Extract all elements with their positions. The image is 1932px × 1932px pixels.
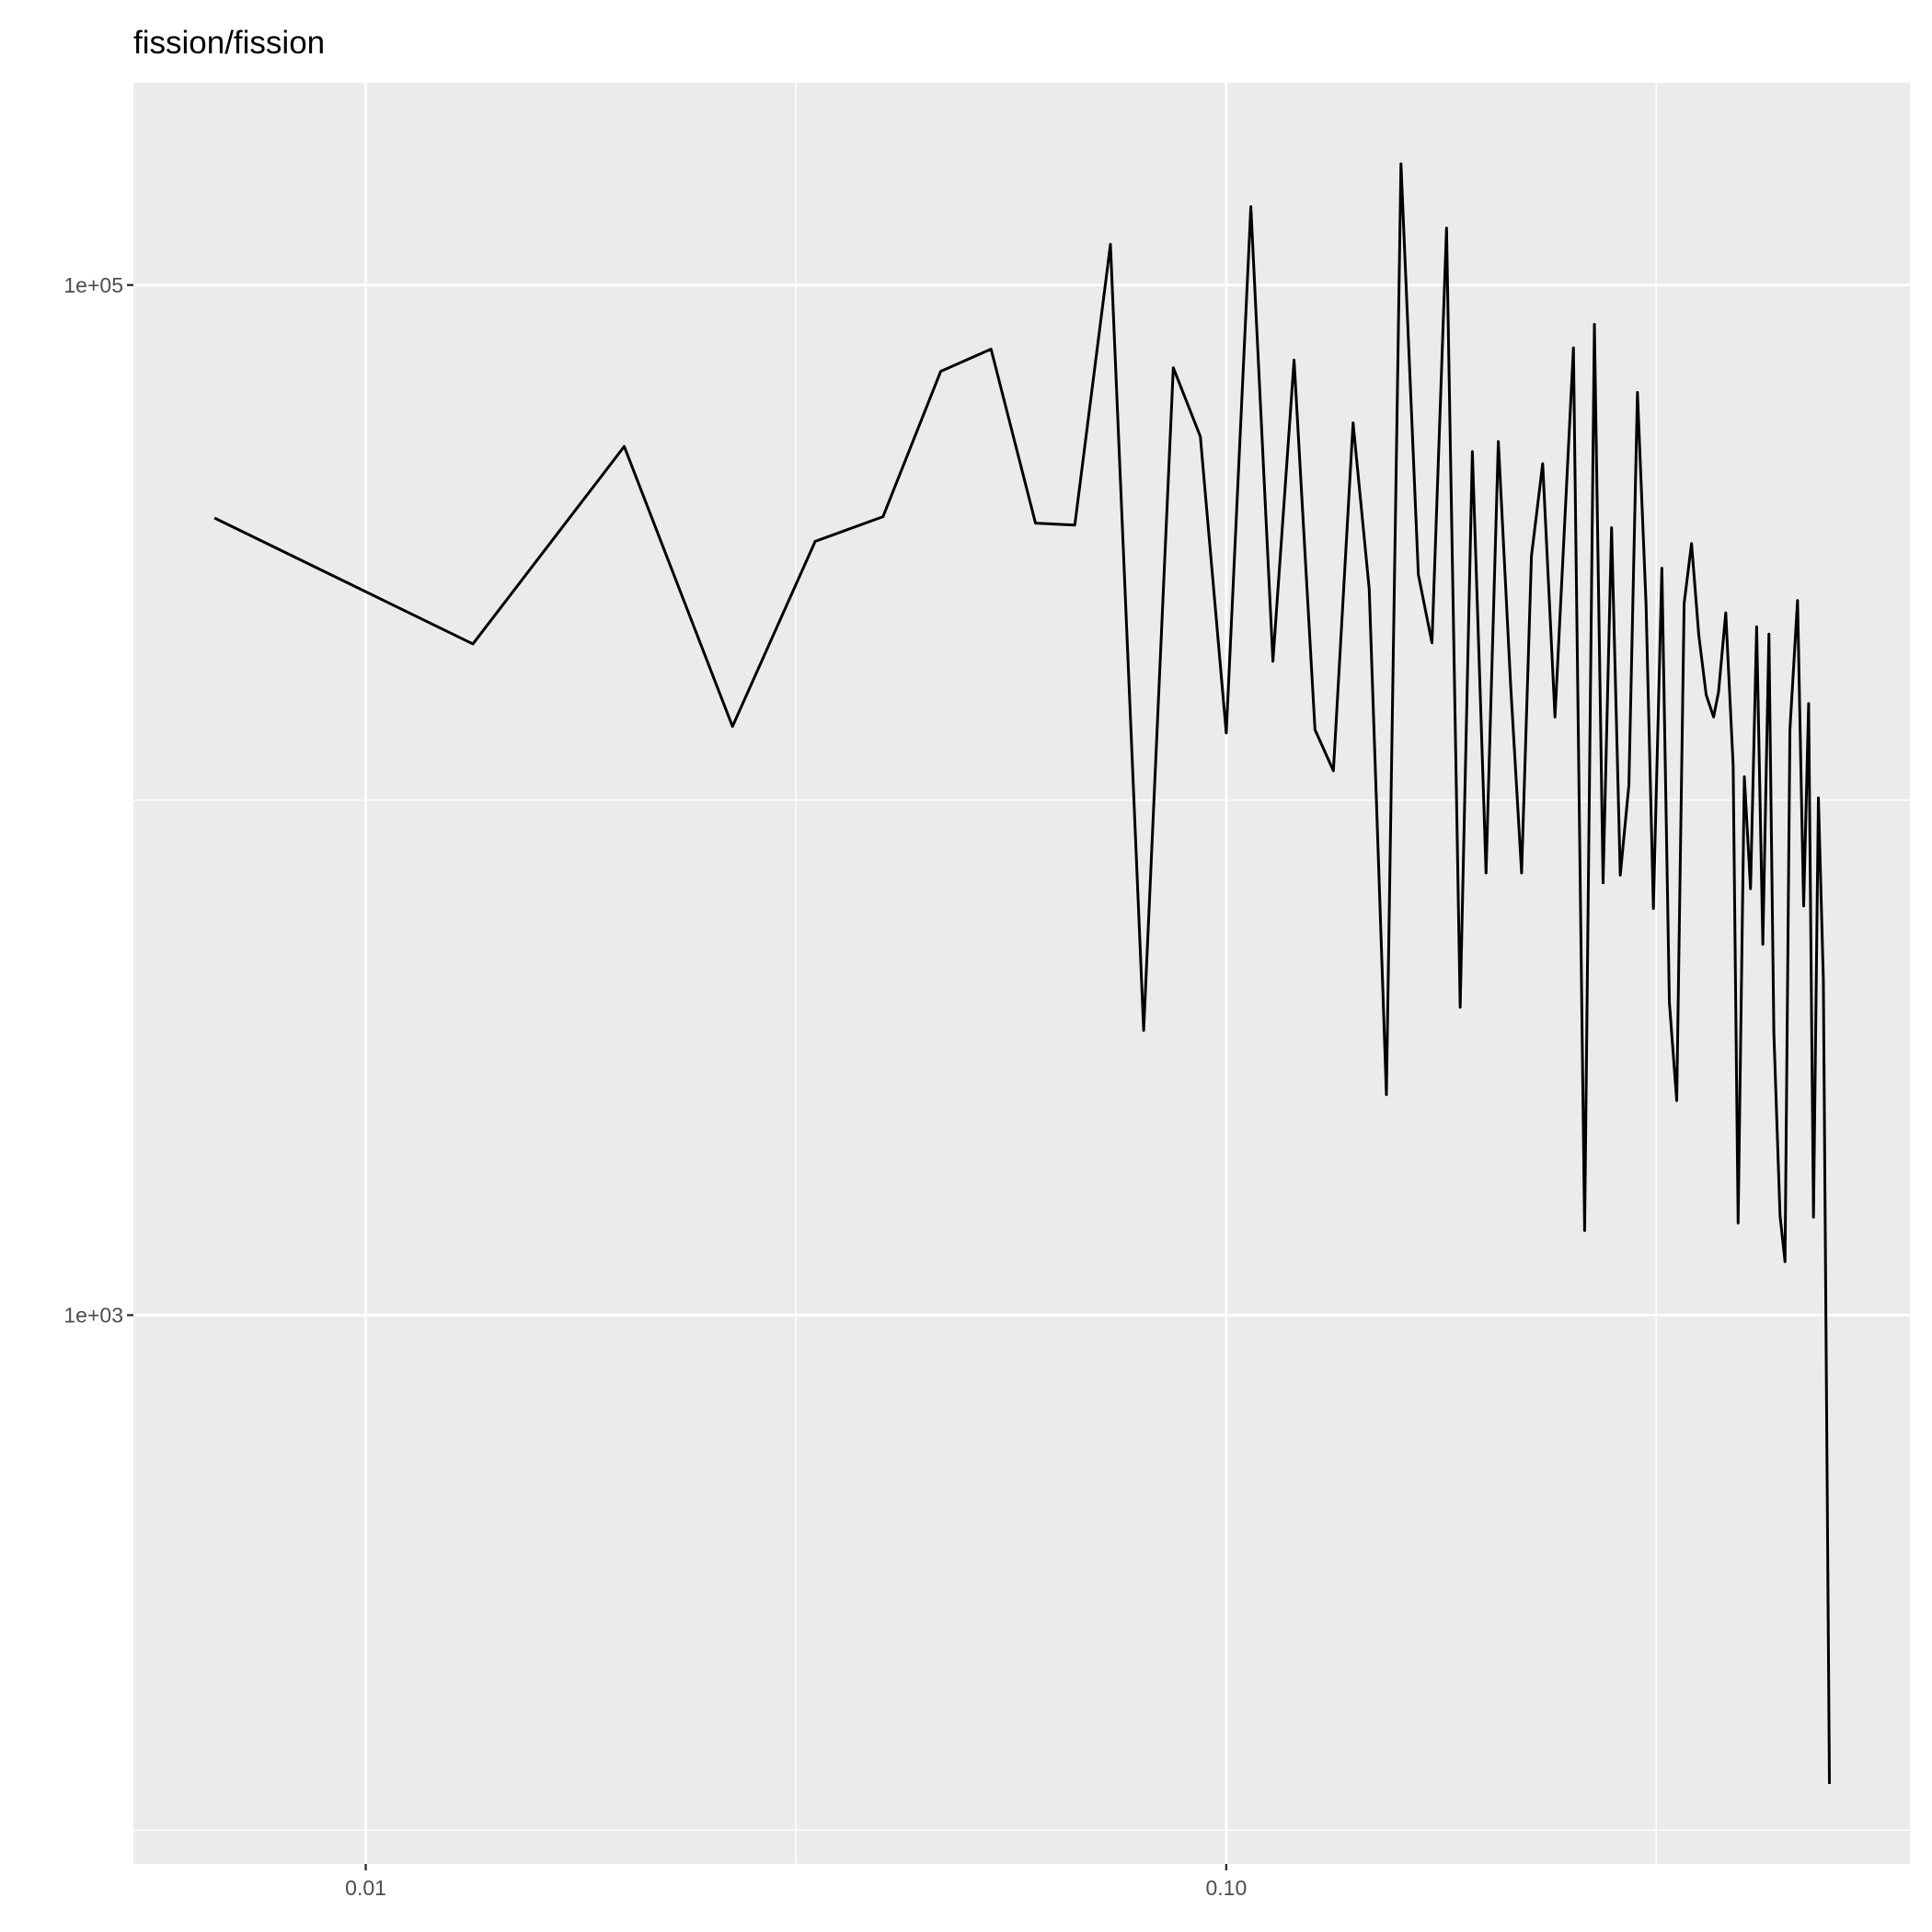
x-tick-label: 0.01 bbox=[345, 1876, 386, 1900]
chart-title: fission/fission bbox=[133, 25, 325, 61]
data-line bbox=[213, 162, 1832, 1785]
x-tick-label: 0.10 bbox=[1206, 1876, 1248, 1900]
y-tick-label: 1e+05 bbox=[63, 273, 123, 297]
panel-background bbox=[133, 83, 1910, 1864]
y-tick-label: 1e+03 bbox=[63, 1304, 123, 1328]
